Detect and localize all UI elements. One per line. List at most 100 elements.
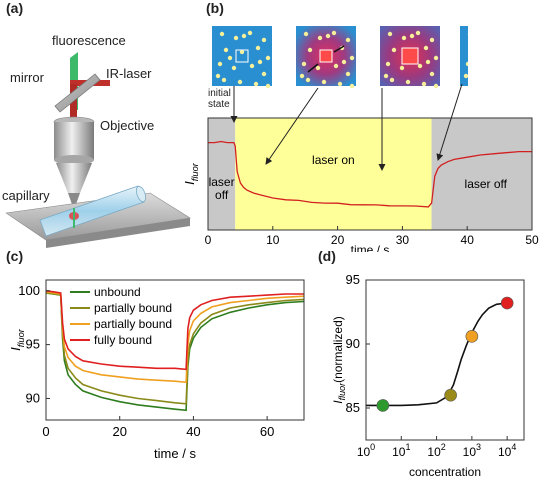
data-point-1 (376, 399, 390, 412)
chart-d: 100 101 102 103 104 85 90 95 concentration Ifluor… (331, 272, 525, 479)
x-axis-label: time / s (154, 446, 196, 461)
particle-dot (333, 63, 339, 69)
heated-square (319, 49, 333, 63)
particle-dot (389, 77, 395, 83)
particle-dot (231, 65, 237, 71)
y-tick-label: 100 (18, 283, 40, 298)
region-label-1: laser off (209, 175, 235, 202)
mirror (54, 73, 101, 113)
panel-label-d: (d) (318, 248, 336, 264)
particle-dot (301, 61, 307, 67)
particle-dot (317, 35, 323, 41)
x-tick-label: 0 (42, 424, 49, 439)
particle-dot (325, 33, 331, 39)
particle-dot (349, 83, 355, 89)
particle-dot (321, 79, 327, 85)
thumbnail-arrows (230, 83, 463, 171)
y-tick-label: 85 (346, 400, 360, 415)
particle-dot (257, 59, 263, 65)
arrow-laser-off (436, 83, 463, 161)
chart-b: laser off laser on laser off 0 10 20 30 40 50 time… (182, 117, 539, 252)
region-2 (235, 118, 432, 230)
series-line-1 (45, 292, 305, 412)
data-point-3 (465, 330, 479, 343)
label-ir-laser: IR-laser (106, 66, 152, 81)
particle-dot (331, 30, 337, 36)
initial-state-label: initial state (208, 88, 231, 110)
particle-dot (421, 81, 427, 87)
panel-label-a: (a) (6, 0, 24, 16)
particle-dot (415, 30, 421, 36)
particle-dot (227, 55, 233, 61)
thermophoresis-arrow (333, 45, 345, 53)
particle-dot (465, 61, 468, 67)
y-tick-label: 95 (346, 272, 360, 287)
series-line (208, 140, 532, 208)
particle-dot (233, 35, 239, 41)
particle-dot (223, 47, 229, 53)
particle-dot (463, 73, 468, 79)
legend-label-4: fully bound (94, 333, 152, 347)
particle-dot (219, 31, 225, 37)
capillary (39, 185, 147, 237)
particle-dot (385, 61, 391, 67)
particle-dot (249, 63, 255, 69)
particle-dot (303, 31, 309, 37)
data-point-2 (444, 388, 457, 402)
particle-dot (307, 47, 313, 53)
x-tick-label: 40 (461, 233, 475, 247)
y-axis-label: Ifluor(normalized) (331, 316, 347, 404)
x-tick-label: 40 (186, 424, 200, 439)
x-tick-label: 20 (112, 424, 126, 439)
thumbnail-bg (460, 26, 468, 86)
y-axis-label: Ifluor (182, 162, 200, 185)
legend-label-2: partially bound (94, 301, 172, 315)
region-label-3: laser off (465, 177, 508, 191)
y-tick-label: 90 (26, 390, 40, 405)
x-tick-label: 102 (427, 442, 445, 459)
x-tick-label: 103 (463, 442, 481, 459)
y-tick-label: 90 (346, 336, 360, 351)
particle-dot (253, 81, 259, 87)
series-line-4 (45, 290, 304, 371)
y-axis-label: Ifluor (8, 328, 26, 351)
legend-label-1: unbound (94, 285, 141, 299)
x-tick-label: 101 (392, 442, 410, 459)
particle-dot (261, 71, 267, 77)
particle-dot (433, 83, 439, 89)
thumbnail-3 (380, 26, 440, 89)
particle-dot (345, 37, 351, 43)
particle-dot (425, 59, 431, 65)
data-point-4 (500, 296, 514, 310)
particle-dot (409, 33, 415, 39)
focus-square (235, 49, 249, 63)
particle-dot (429, 37, 435, 43)
objective (53, 116, 95, 210)
legend-label-3: partially bound (94, 317, 172, 331)
particle-dot (265, 83, 271, 89)
region-3 (431, 118, 532, 230)
panel-label-c: (c) (6, 248, 24, 264)
arrow-laser-start (265, 87, 319, 165)
particle-dot (391, 47, 397, 53)
plot-frame (45, 279, 305, 421)
thumbnail-2 (296, 26, 356, 89)
x-tick-label: 60 (260, 424, 274, 439)
particle-dot (247, 30, 253, 36)
particle-dot (429, 71, 435, 77)
particle-dot (299, 73, 305, 79)
particle-dot (341, 59, 347, 65)
particle-dot (349, 55, 355, 61)
region-1 (208, 118, 236, 230)
heated-square (401, 47, 419, 65)
x-tick-label: 30 (396, 233, 410, 247)
label-capillary: capillary (2, 188, 50, 203)
particle-dot (217, 61, 223, 67)
thermophoresis-arrow (307, 63, 319, 73)
particle-dot (315, 65, 321, 71)
panel-label-b: (b) (206, 0, 224, 16)
thumbnail-4 (460, 26, 468, 86)
thumbnail-1 (212, 26, 272, 89)
particle-dot (337, 81, 343, 87)
series-line-3 (45, 291, 305, 384)
